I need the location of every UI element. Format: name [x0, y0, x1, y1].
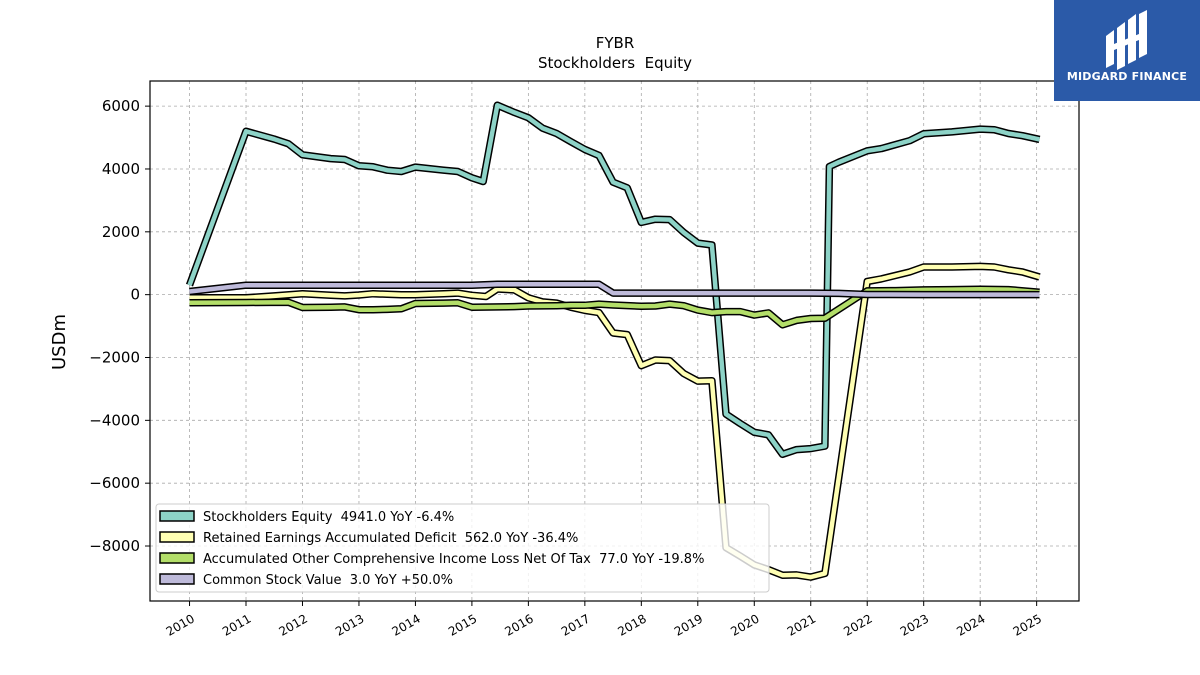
x-tick-label: 2021	[785, 611, 818, 638]
logo-text: MIDGARD FINANCE	[1066, 70, 1188, 83]
x-tick-label: 2017	[559, 611, 592, 638]
x-tick-label: 2022	[841, 611, 874, 638]
x-tick-label: 2016	[502, 611, 535, 638]
y-tick-label: 4000	[102, 160, 140, 178]
plot-frame	[149, 80, 1080, 602]
y-tick-label: 2000	[102, 223, 140, 241]
logo: MIDGARD FINANCE	[1054, 0, 1200, 101]
legend-box	[155, 503, 770, 593]
x-tick-label: 2015	[446, 611, 479, 638]
y-tick-label: −2000	[89, 348, 140, 366]
series-line-3	[189, 282, 1040, 297]
series-line-2	[189, 287, 1040, 328]
series-line-1	[189, 264, 1041, 580]
y-tick-label: 0	[130, 286, 140, 304]
x-tick-label: 2014	[389, 611, 422, 638]
y-tick-label: −8000	[89, 537, 140, 555]
legend-label: Common Stock Value 3.0 YoY +50.0%	[203, 573, 453, 588]
y-tick-label: −6000	[89, 474, 140, 492]
y-axis-label: USDm	[49, 314, 70, 370]
y-axis-ticks: 6000 4000 2000 0 −2000 −4000 −6000 −8000	[89, 97, 150, 555]
x-tick-label: 2011	[220, 611, 253, 638]
x-axis-ticks: 2010 2011 2012 2013 2014 2015 2016 2017 2018 2019…	[164, 601, 1044, 639]
x-tick-label: 2023	[898, 611, 931, 638]
legend-swatch	[159, 531, 195, 543]
midgard-logo-icon	[1106, 10, 1147, 70]
legend-label: Stockholders Equity 4941.0 YoY -6.4%	[203, 510, 454, 525]
legend-swatch	[159, 510, 195, 522]
legend: Stockholders Equity 4941.0 YoY -6.4% Reta…	[155, 503, 770, 593]
x-tick-label: 2025	[1011, 611, 1044, 638]
y-tick-label: −4000	[89, 411, 140, 429]
chart-subtitle: Stockholders Equity	[538, 54, 692, 72]
x-tick-label: 2019	[672, 611, 705, 638]
legend-label: Accumulated Other Comprehensive Income L…	[203, 552, 704, 567]
x-tick-label: 2020	[728, 611, 761, 638]
x-tick-label: 2013	[333, 611, 366, 638]
legend-swatch	[159, 552, 195, 564]
legend-label: Retained Earnings Accumulated Deficit 56…	[203, 531, 578, 546]
y-tick-label: 6000	[102, 97, 140, 115]
series-line-0	[187, 102, 1040, 457]
series-lines	[185, 101, 1041, 581]
chart-title: FYBR	[596, 34, 635, 52]
x-tick-label: 2024	[954, 611, 987, 638]
legend-swatch	[159, 573, 195, 585]
x-tick-label: 2010	[164, 611, 197, 638]
x-tick-label: 2018	[615, 611, 648, 638]
x-tick-label: 2012	[277, 611, 310, 638]
